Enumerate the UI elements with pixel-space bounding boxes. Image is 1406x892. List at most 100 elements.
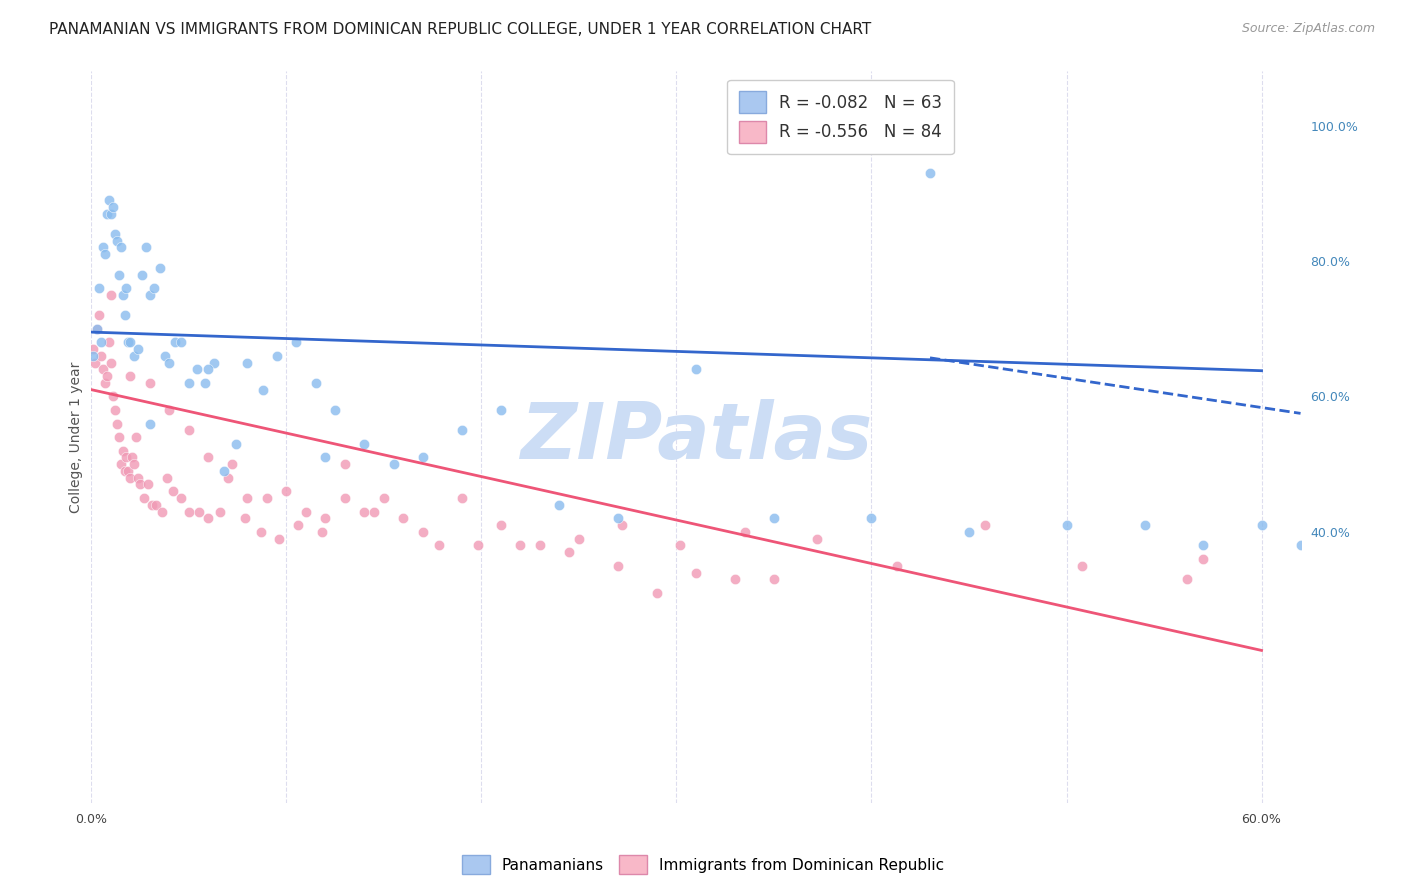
Point — [125, 430, 148, 444]
Point — [141, 498, 163, 512]
Point — [101, 389, 124, 403]
Point — [114, 308, 136, 322]
Point — [170, 335, 193, 350]
Point — [100, 206, 122, 220]
Point — [250, 524, 273, 539]
Point — [197, 362, 219, 376]
Point — [150, 505, 173, 519]
Point — [451, 491, 474, 505]
Point — [120, 369, 142, 384]
Point — [177, 376, 200, 390]
Point — [117, 464, 139, 478]
Point — [1133, 518, 1156, 533]
Point — [685, 566, 707, 580]
Point — [209, 505, 232, 519]
Point — [353, 505, 375, 519]
Point — [193, 376, 215, 390]
Point — [104, 403, 127, 417]
Point — [295, 505, 318, 519]
Point — [256, 491, 278, 505]
Point — [221, 457, 243, 471]
Point — [135, 240, 157, 254]
Point — [1071, 558, 1094, 573]
Point — [82, 349, 104, 363]
Point — [91, 362, 114, 376]
Point — [124, 457, 146, 471]
Point — [957, 524, 980, 539]
Point — [90, 335, 112, 350]
Point — [117, 335, 139, 350]
Point — [114, 464, 136, 478]
Point — [197, 511, 219, 525]
Point — [124, 349, 146, 363]
Y-axis label: College, Under 1 year: College, Under 1 year — [69, 361, 83, 513]
Point — [305, 376, 328, 390]
Point — [86, 322, 108, 336]
Point — [86, 322, 108, 336]
Point — [170, 491, 193, 505]
Point — [105, 234, 128, 248]
Point — [120, 471, 142, 485]
Point — [451, 423, 474, 437]
Point — [186, 362, 208, 376]
Point — [82, 342, 104, 356]
Point — [314, 511, 336, 525]
Point — [165, 335, 187, 350]
Point — [115, 450, 138, 465]
Point — [177, 423, 200, 437]
Point — [333, 457, 356, 471]
Point — [558, 545, 581, 559]
Point — [217, 471, 239, 485]
Text: ZIPatlas: ZIPatlas — [520, 399, 872, 475]
Point — [886, 558, 908, 573]
Point — [157, 355, 180, 369]
Point — [1177, 572, 1199, 586]
Point — [392, 511, 415, 525]
Point — [96, 369, 118, 384]
Point — [139, 288, 162, 302]
Point — [607, 558, 630, 573]
Point — [107, 430, 129, 444]
Point — [105, 417, 128, 431]
Point — [212, 464, 235, 478]
Point — [285, 335, 308, 350]
Point — [266, 349, 288, 363]
Point — [177, 505, 200, 519]
Point — [101, 200, 124, 214]
Point — [1056, 518, 1078, 533]
Point — [373, 491, 395, 505]
Point — [94, 376, 117, 390]
Point — [267, 532, 290, 546]
Point — [669, 538, 692, 552]
Point — [96, 206, 118, 220]
Point — [104, 227, 127, 241]
Point — [762, 572, 785, 586]
Point — [115, 281, 138, 295]
Point — [89, 281, 111, 295]
Point — [973, 518, 995, 533]
Point — [155, 349, 177, 363]
Point — [187, 505, 209, 519]
Text: PANAMANIAN VS IMMIGRANTS FROM DOMINICAN REPUBLIC COLLEGE, UNDER 1 YEAR CORRELATI: PANAMANIAN VS IMMIGRANTS FROM DOMINICAN … — [49, 22, 872, 37]
Point — [110, 457, 132, 471]
Point — [236, 491, 259, 505]
Point — [489, 403, 512, 417]
Point — [89, 308, 111, 322]
Point — [610, 518, 633, 533]
Point — [110, 240, 132, 254]
Point — [607, 511, 630, 525]
Point — [157, 403, 180, 417]
Point — [489, 518, 512, 533]
Point — [1192, 552, 1215, 566]
Point — [412, 450, 434, 465]
Point — [427, 538, 450, 552]
Point — [197, 450, 219, 465]
Point — [149, 260, 172, 275]
Point — [311, 524, 333, 539]
Point — [353, 437, 375, 451]
Point — [412, 524, 434, 539]
Point — [235, 511, 257, 525]
Point — [509, 538, 531, 552]
Point — [111, 443, 134, 458]
Point — [94, 247, 117, 261]
